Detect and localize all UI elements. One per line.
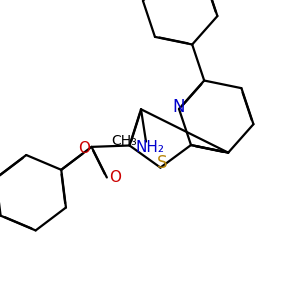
Text: S: S — [157, 154, 168, 172]
Text: O: O — [79, 141, 91, 156]
Text: N: N — [173, 98, 185, 116]
Text: CH₃: CH₃ — [111, 134, 137, 148]
Text: NH₂: NH₂ — [136, 140, 164, 155]
Text: O: O — [109, 170, 121, 185]
